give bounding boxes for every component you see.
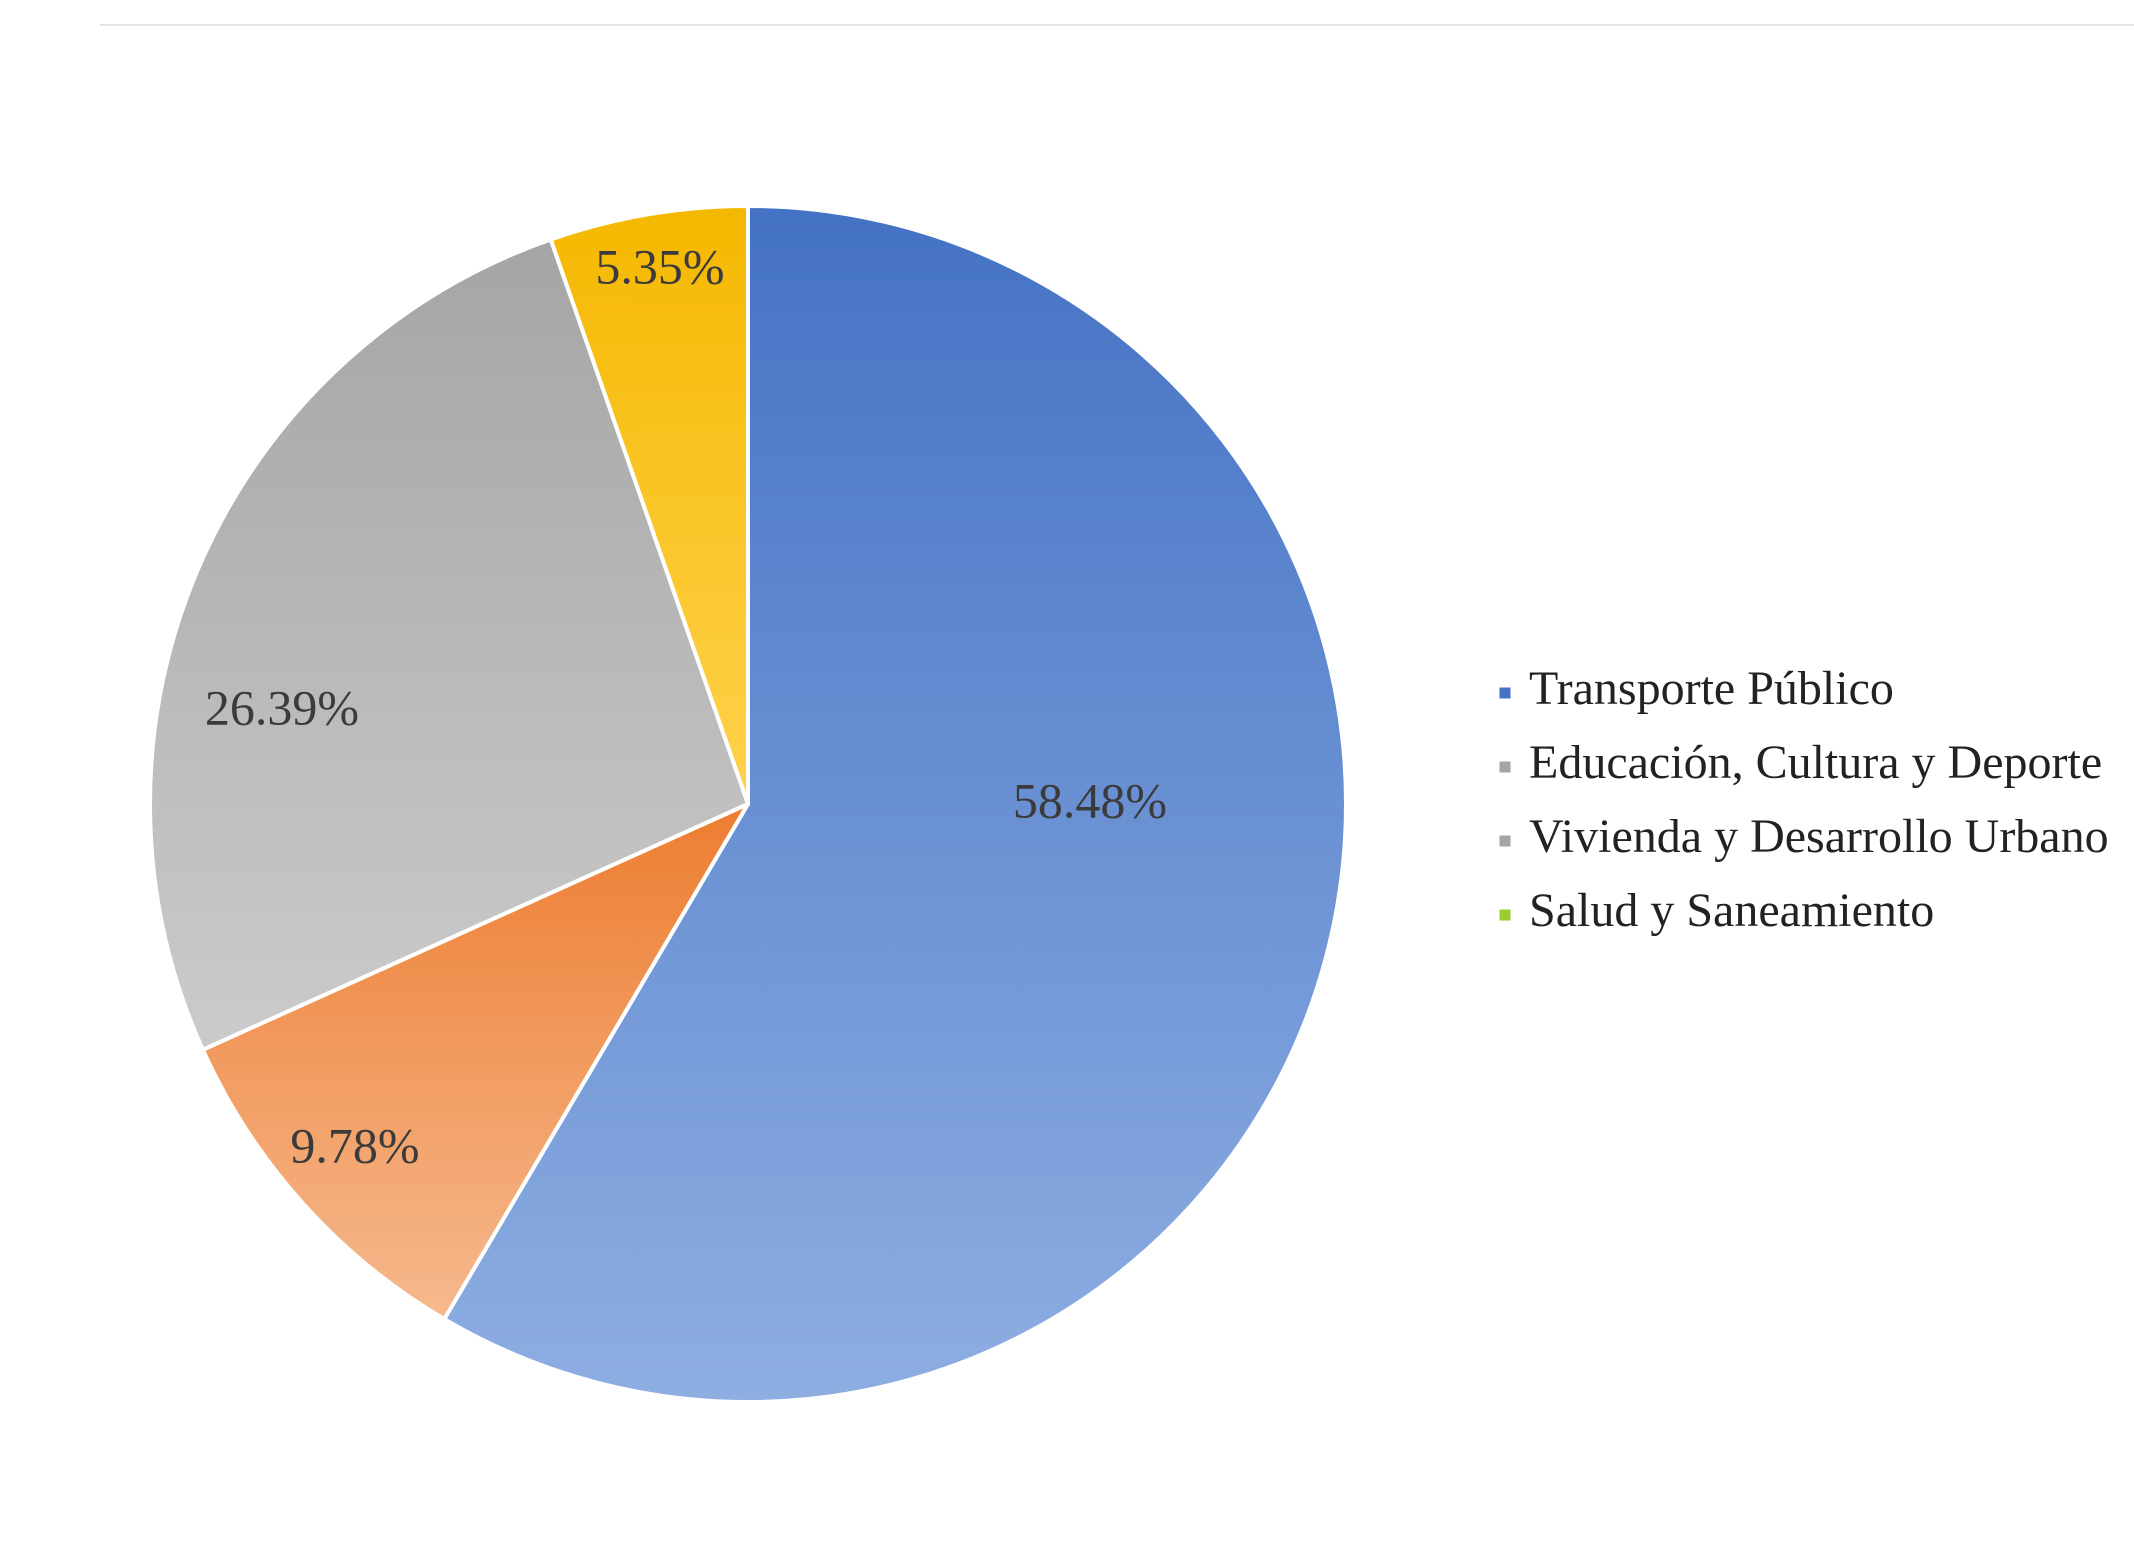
top-divider-line — [100, 24, 2134, 26]
legend-marker-transporte-publico — [1499, 687, 1511, 699]
pie-slice-transporte-publico — [442, 204, 1348, 1404]
data-label-educacion-cultura-y-deporte: 9.78% — [290, 1117, 419, 1173]
legend-marker-vivienda-y-desarrollo-urbano — [1499, 835, 1511, 847]
pie-slice-vivienda-y-desarrollo-urbano — [148, 237, 750, 1052]
pie-slices — [148, 204, 1348, 1404]
data-label-salud-y-saneamiento: 5.35% — [595, 238, 724, 294]
legend-marker-educacion-cultura-y-deporte — [1499, 761, 1511, 773]
legend-marker-salud-y-saneamiento — [1499, 909, 1511, 921]
data-label-transporte-publico: 58.48% — [1013, 772, 1167, 828]
pie-data-labels: 58.48% 9.78% 26.39% 5.35% — [205, 238, 1167, 1173]
data-label-vivienda-y-desarrollo-urbano: 26.39% — [205, 679, 359, 735]
pie-slice-salud-y-saneamiento — [548, 204, 750, 806]
legend-label-transporte-publico: Transporte Público — [1529, 662, 1894, 715]
pie-slice-educacion-cultura-y-deporte — [200, 802, 750, 1322]
chart-legend: Transporte Público Educación, Cultura y D… — [1499, 662, 2109, 937]
legend-label-educacion-cultura-y-deporte: Educación, Cultura y Deporte — [1529, 736, 2102, 789]
legend-label-vivienda-y-desarrollo-urbano: Vivienda y Desarrollo Urbano — [1529, 810, 2109, 863]
legend-label-salud-y-saneamiento: Salud y Saneamiento — [1529, 884, 1934, 937]
